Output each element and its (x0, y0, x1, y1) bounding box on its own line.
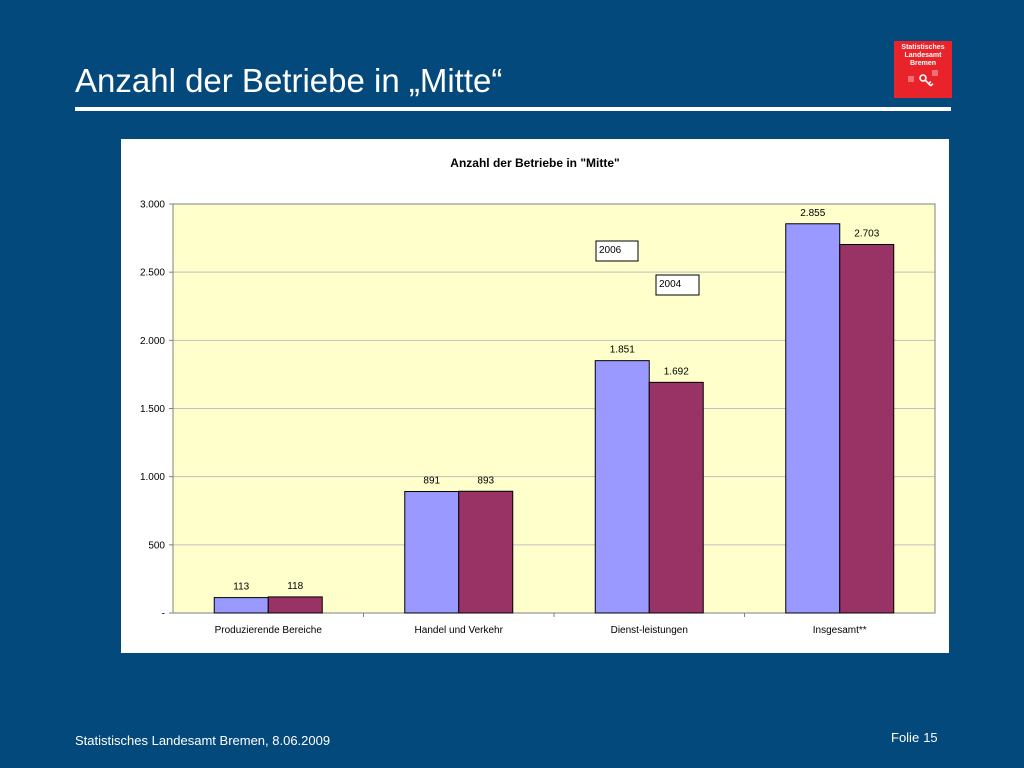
footer-page-number: 15 (923, 730, 938, 745)
bar-2006-0 (213, 597, 269, 614)
y-tick-label: 2.000 (140, 336, 165, 347)
legend-label-2006: 2006 (599, 245, 622, 256)
title-divider (75, 107, 951, 111)
y-tick-label: 500 (148, 540, 165, 551)
y-tick-label: - (162, 609, 165, 620)
x-category-label: Dienst-leistungen (611, 625, 688, 636)
x-category-label: Produzierende Bereiche (215, 625, 323, 636)
bar-value-label: 118 (287, 581, 303, 592)
footer-page-label: Folie (891, 730, 920, 745)
logo-text-line-2: Landesamt (904, 52, 942, 59)
logo-text-line-1: Statistisches (901, 44, 945, 51)
logo-text-line-3: Bremen (909, 60, 937, 67)
bremen-key-icon (908, 70, 938, 92)
x-category-label: Insgesamt** (813, 625, 867, 636)
bar-value-label: 1.851 (610, 345, 635, 356)
slide-title: Anzahl der Betriebe in „Mitte“ (75, 62, 503, 99)
y-tick-label: 3.000 (140, 200, 165, 211)
legend-box-2006 (595, 240, 639, 262)
bar-value-label: 1.692 (664, 366, 689, 377)
y-tick-label: 1.500 (140, 404, 165, 415)
chart-title: Anzahl der Betriebe in "Mitte" (450, 156, 619, 170)
bar-2006-1 (404, 491, 460, 614)
legend-box-2004 (655, 274, 700, 296)
footer-source: Statistisches Landesamt Bremen, 8.06.200… (75, 733, 331, 748)
bar-value-label: 113 (233, 582, 249, 593)
bar-value-label: 2.855 (800, 208, 825, 219)
y-tick-label: 2.500 (140, 268, 165, 279)
bar-2004-0 (267, 596, 323, 614)
footer-page: Folie 15 (891, 730, 942, 745)
x-category-label: Handel und Verkehr (415, 625, 504, 636)
y-tick-label: 1.000 (140, 472, 165, 483)
bar-2006-3 (785, 223, 841, 614)
bar-2004-1 (458, 490, 514, 614)
chart-panel: Anzahl der Betriebe in "Mitte" - 500 1.000 1… (121, 139, 949, 653)
bar-2006-2 (594, 360, 650, 614)
bar-value-label: 891 (423, 476, 440, 487)
bar-chart: Anzahl der Betriebe in "Mitte" - 500 1.000 1… (140, 156, 936, 636)
statistisches-landesamt-logo: Statistisches Landesamt Bremen (894, 41, 952, 98)
bar-value-label: 893 (477, 475, 494, 486)
bar-2004-3 (839, 243, 895, 614)
bar-value-label: 2.703 (854, 228, 879, 239)
legend-label-2004: 2004 (659, 279, 682, 290)
bar-2004-2 (648, 381, 704, 614)
